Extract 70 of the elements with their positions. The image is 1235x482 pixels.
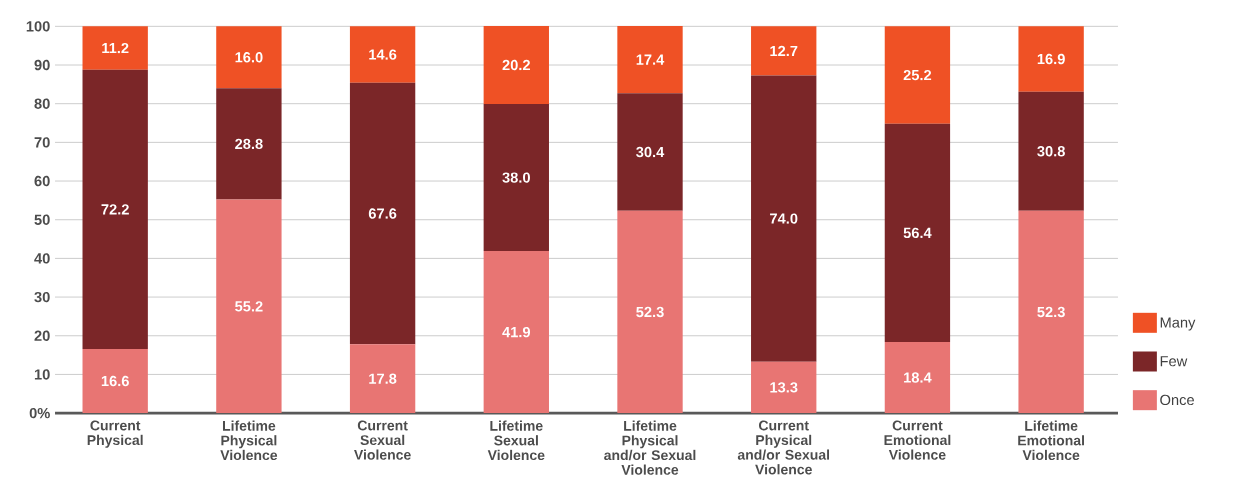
bar: [751, 361, 817, 414]
data-label: 16.6: [101, 375, 129, 387]
data-label: 74.0: [770, 213, 798, 224]
bar: [82, 26, 148, 70]
bar: [483, 25, 549, 105]
data-label: 20.2: [502, 59, 530, 71]
data-label: 16.0: [235, 52, 263, 63]
data-label: 30.8: [1037, 146, 1065, 157]
x-tick-label: Lifetime Emotional Violence: [1018, 420, 1084, 461]
bar: [216, 88, 282, 200]
bar: [1018, 91, 1084, 211]
x-tick-label: Current Physical and/or Sexual Violence: [737, 420, 830, 475]
data-label: 13.3: [770, 382, 798, 393]
bar: [216, 199, 282, 414]
data-label: 16.9: [1037, 53, 1065, 65]
data-label: 14.6: [369, 49, 397, 60]
bar: [751, 26, 817, 76]
legend-label: Many: [1160, 317, 1196, 331]
bar: [216, 26, 282, 89]
y-tick-label: 100: [26, 21, 50, 32]
y-tick-label: 50: [34, 214, 50, 225]
bar: [349, 344, 416, 414]
x-tick-label: Current Sexual Violence: [354, 420, 411, 460]
data-label: 56.4: [903, 227, 932, 239]
y-tick-label: 90: [34, 59, 50, 71]
y-tick-label: 30: [34, 291, 50, 303]
y-tick-label: 70: [34, 137, 50, 148]
bar: [483, 104, 549, 251]
bar: [483, 250, 549, 414]
y-tick-label: 80: [34, 98, 50, 109]
bar: [349, 82, 416, 345]
data-label: 38.0: [502, 172, 530, 183]
bar: [82, 348, 148, 414]
bar: [1018, 26, 1084, 92]
x-tick-label: Lifetime Physical Violence: [220, 420, 278, 461]
bar: [617, 25, 683, 94]
data-label: 28.8: [235, 138, 263, 150]
bar: [617, 210, 683, 414]
x-tick-label: Lifetime Physical and/or Sexual Violence: [604, 420, 696, 475]
bar: [349, 26, 416, 83]
legend-label: Once: [1160, 394, 1194, 406]
x-tick-label: Current Physical: [87, 420, 143, 448]
data-label: 18.4: [904, 372, 932, 383]
x-tick-label: Current Emotional Violence: [884, 420, 951, 460]
y-tick-label: 20: [34, 330, 50, 341]
bar: [884, 26, 951, 124]
bar: [884, 341, 951, 414]
bar: [617, 93, 683, 211]
y-tick-label: 60: [34, 175, 50, 187]
y-tick-label: 0%: [29, 407, 50, 419]
y-tick-label: 40: [34, 253, 50, 264]
legend-label: Few: [1160, 356, 1188, 367]
data-label: 41.9: [502, 326, 531, 338]
data-label: 17.8: [369, 373, 397, 384]
bar: [884, 123, 951, 342]
x-tick-label: Lifetime Sexual Violence: [487, 420, 545, 461]
data-label: 55.2: [235, 301, 263, 312]
data-label: 52.3: [1037, 306, 1065, 318]
data-label: 25.2: [903, 69, 932, 81]
data-label: 67.6: [368, 208, 397, 219]
data-label: 12.7: [770, 45, 798, 56]
data-label: 72.2: [101, 204, 129, 215]
data-label: 52.3: [636, 306, 664, 318]
bar: [1018, 210, 1084, 414]
bar: [751, 75, 817, 362]
data-label: 30.4: [636, 146, 665, 158]
data-label: 17.4: [636, 54, 665, 65]
y-tick-label: 10: [34, 369, 50, 380]
bar: [82, 69, 148, 349]
data-label: 11.2: [102, 42, 129, 54]
